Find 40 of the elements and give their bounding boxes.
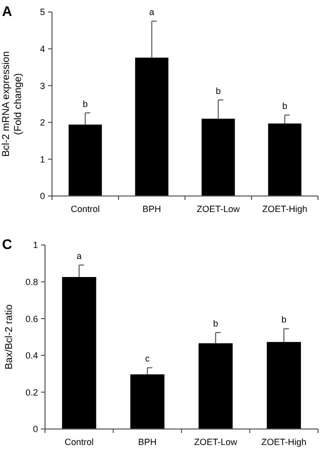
bar [68,124,102,196]
bar [268,124,302,196]
annotation: a [149,7,154,18]
y-tick-label: 0.2 [25,387,38,398]
bar [135,58,168,196]
x-tick-label: Control [64,437,94,447]
chart-title: C [2,236,12,252]
x-tick-label: ZOET-Low [196,204,240,214]
bar [198,343,233,429]
y-axis-title: Bcl-2 mRNA expression (Fold change) [1,51,24,157]
annotation: b [213,318,218,329]
y-tick-label: 0.4 [25,350,38,361]
y-tick-label: 0 [40,191,45,202]
y-tick-label: 0 [32,424,38,434]
y-tick-label: 1 [40,154,45,164]
annotation: c [145,354,150,364]
x-tick-label: BPH [138,437,157,447]
y-tick-label: 0.8 [25,276,38,287]
bar [130,374,164,429]
bar [202,118,235,196]
y-tick-label: 2 [40,118,45,128]
y-tick-label: 5 [40,7,45,18]
y-tick-label: 3 [40,80,45,91]
x-tick-label: BPH [142,204,162,214]
bar [266,342,301,429]
annotation: b [282,101,288,112]
x-tick-label: Control [70,204,100,214]
bar [62,277,96,429]
x-tick-label: ZOET-Low [194,437,238,447]
y-tick-label: 4 [40,44,45,54]
y-axis-title: Bax/Bcl-2 ratio [4,304,15,370]
x-tick-label: ZOET-High [262,204,308,214]
annotation: b [281,314,286,325]
annotation: b [216,86,221,96]
x-tick-label: ZOET-High [261,437,306,447]
annotation: b [82,98,88,109]
annotation: a [76,251,82,262]
chart-title: A [2,3,12,19]
y-tick-label: 0.6 [25,314,38,324]
y-tick-label: 1 [32,240,38,250]
